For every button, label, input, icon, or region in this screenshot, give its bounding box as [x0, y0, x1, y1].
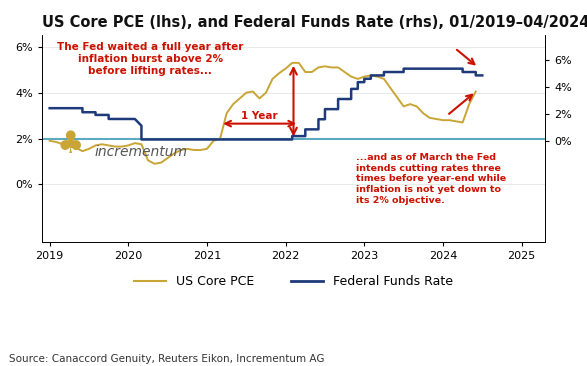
- Text: 1 Year: 1 Year: [241, 111, 278, 121]
- Text: US Core PCE (lhs), and Federal Funds Rate (rhs), 01/2019–04/2024: US Core PCE (lhs), and Federal Funds Rat…: [42, 15, 587, 30]
- Text: Source: Canaccord Genuity, Reuters Eikon, Incrementum AG: Source: Canaccord Genuity, Reuters Eikon…: [9, 354, 324, 364]
- Text: incrementum: incrementum: [95, 145, 188, 159]
- Text: ...and as of March the Fed
intends cutting rates three
times before year-end whi: ...and as of March the Fed intends cutti…: [356, 153, 507, 205]
- Legend: US Core PCE, Federal Funds Rate: US Core PCE, Federal Funds Rate: [129, 270, 458, 293]
- Text: The Fed waited a full year after
inflation burst above 2%
before lifting rates..: The Fed waited a full year after inflati…: [57, 41, 243, 76]
- Text: ♣: ♣: [57, 130, 85, 159]
